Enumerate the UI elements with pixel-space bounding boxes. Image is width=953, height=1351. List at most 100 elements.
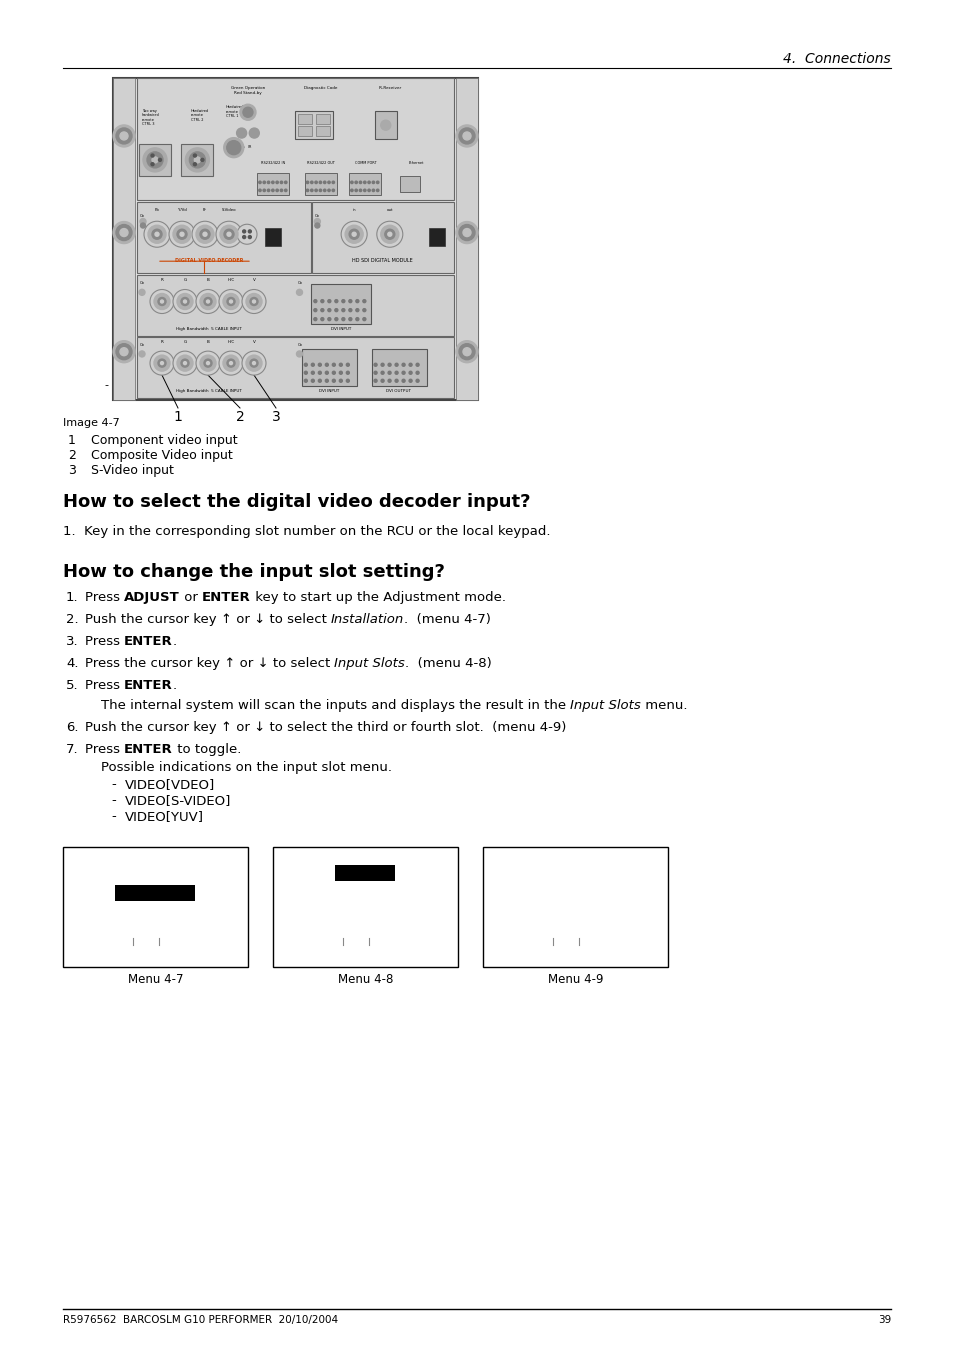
Circle shape: [380, 372, 384, 374]
Circle shape: [140, 223, 146, 228]
Circle shape: [362, 308, 365, 312]
Circle shape: [362, 317, 365, 320]
Bar: [429, 228, 444, 246]
Text: 2: 2: [68, 449, 76, 462]
Circle shape: [341, 317, 344, 320]
Text: Menu 4-7: Menu 4-7: [128, 973, 183, 986]
Circle shape: [153, 355, 170, 372]
Bar: [137, 78, 454, 200]
Text: Press: Press: [85, 635, 124, 648]
Bar: [311, 284, 371, 324]
Text: .  (menu 4-7): . (menu 4-7): [404, 613, 491, 626]
Circle shape: [120, 228, 128, 236]
Circle shape: [200, 230, 210, 239]
Text: 5.: 5.: [66, 680, 78, 692]
Text: or: or: [180, 590, 202, 604]
Circle shape: [143, 147, 167, 172]
Circle shape: [224, 230, 233, 239]
Text: key to start up the Adjustment mode.: key to start up the Adjustment mode.: [251, 590, 505, 604]
Circle shape: [311, 363, 314, 366]
Circle shape: [388, 363, 391, 366]
Circle shape: [153, 293, 170, 309]
Circle shape: [280, 189, 282, 192]
Bar: [112, 78, 477, 400]
Circle shape: [284, 189, 287, 192]
Circle shape: [263, 181, 265, 184]
Circle shape: [190, 151, 205, 168]
Circle shape: [181, 297, 189, 305]
Text: The internal system will scan the inputs and displays the result in the: The internal system will scan the inputs…: [101, 698, 570, 712]
Bar: [265, 228, 281, 246]
Text: .: .: [172, 680, 177, 692]
Text: On: On: [140, 213, 145, 218]
Circle shape: [374, 363, 376, 366]
Circle shape: [253, 362, 255, 365]
Text: ENTER: ENTER: [124, 743, 172, 757]
Text: 2.: 2.: [66, 613, 78, 626]
Circle shape: [346, 372, 349, 374]
Circle shape: [380, 226, 398, 243]
Circle shape: [200, 293, 215, 309]
Circle shape: [236, 224, 256, 245]
Circle shape: [158, 158, 161, 161]
Text: -: -: [104, 380, 108, 390]
Circle shape: [311, 189, 313, 192]
Text: -: -: [111, 794, 115, 807]
Circle shape: [195, 289, 220, 313]
Circle shape: [246, 293, 262, 309]
Circle shape: [150, 289, 173, 313]
Circle shape: [376, 181, 378, 184]
Circle shape: [177, 230, 187, 239]
Circle shape: [339, 372, 342, 374]
Circle shape: [160, 300, 163, 303]
Text: out: out: [386, 208, 393, 212]
Circle shape: [341, 308, 344, 312]
Circle shape: [416, 380, 418, 382]
Circle shape: [363, 189, 366, 192]
Circle shape: [306, 181, 309, 184]
Circle shape: [328, 189, 330, 192]
Text: -: -: [111, 811, 115, 823]
Text: VIDEO[YUV]: VIDEO[YUV]: [125, 811, 204, 823]
Circle shape: [384, 230, 395, 239]
Text: G: G: [183, 278, 187, 282]
Text: Input Slots: Input Slots: [335, 657, 405, 670]
Text: VIDEO[S-VIDEO]: VIDEO[S-VIDEO]: [125, 794, 232, 807]
Circle shape: [248, 235, 251, 239]
Circle shape: [332, 181, 335, 184]
Circle shape: [456, 124, 477, 147]
Text: COMM PORT: COMM PORT: [355, 161, 375, 165]
Circle shape: [416, 363, 418, 366]
Circle shape: [230, 300, 233, 303]
Bar: [273, 847, 457, 967]
Circle shape: [416, 372, 418, 374]
Text: R: R: [160, 278, 163, 282]
Text: 1.  Key in the corresponding slot number on the RCU or the local keypad.: 1. Key in the corresponding slot number …: [63, 526, 550, 538]
Circle shape: [139, 289, 145, 296]
Circle shape: [325, 380, 328, 382]
Bar: [456, 78, 477, 400]
Text: Press: Press: [85, 680, 124, 692]
Circle shape: [258, 189, 261, 192]
Circle shape: [275, 189, 278, 192]
Circle shape: [346, 363, 349, 366]
Circle shape: [219, 289, 243, 313]
Circle shape: [323, 181, 326, 184]
Bar: [137, 336, 454, 399]
Circle shape: [323, 189, 326, 192]
Circle shape: [280, 181, 282, 184]
Text: ENTER: ENTER: [124, 635, 172, 648]
Circle shape: [376, 222, 402, 247]
Circle shape: [172, 289, 196, 313]
Circle shape: [320, 300, 323, 303]
Circle shape: [328, 181, 330, 184]
Text: Input Slots: Input Slots: [570, 698, 640, 712]
Circle shape: [215, 222, 242, 247]
Text: Push the cursor key ↑ or ↓ to select the third or fourth slot.  (menu 4-9): Push the cursor key ↑ or ↓ to select the…: [85, 721, 566, 734]
Bar: [298, 126, 313, 136]
Circle shape: [335, 317, 337, 320]
Circle shape: [116, 128, 132, 145]
Text: H/C: H/C: [227, 278, 234, 282]
Text: -: -: [111, 778, 115, 790]
Circle shape: [325, 372, 328, 374]
